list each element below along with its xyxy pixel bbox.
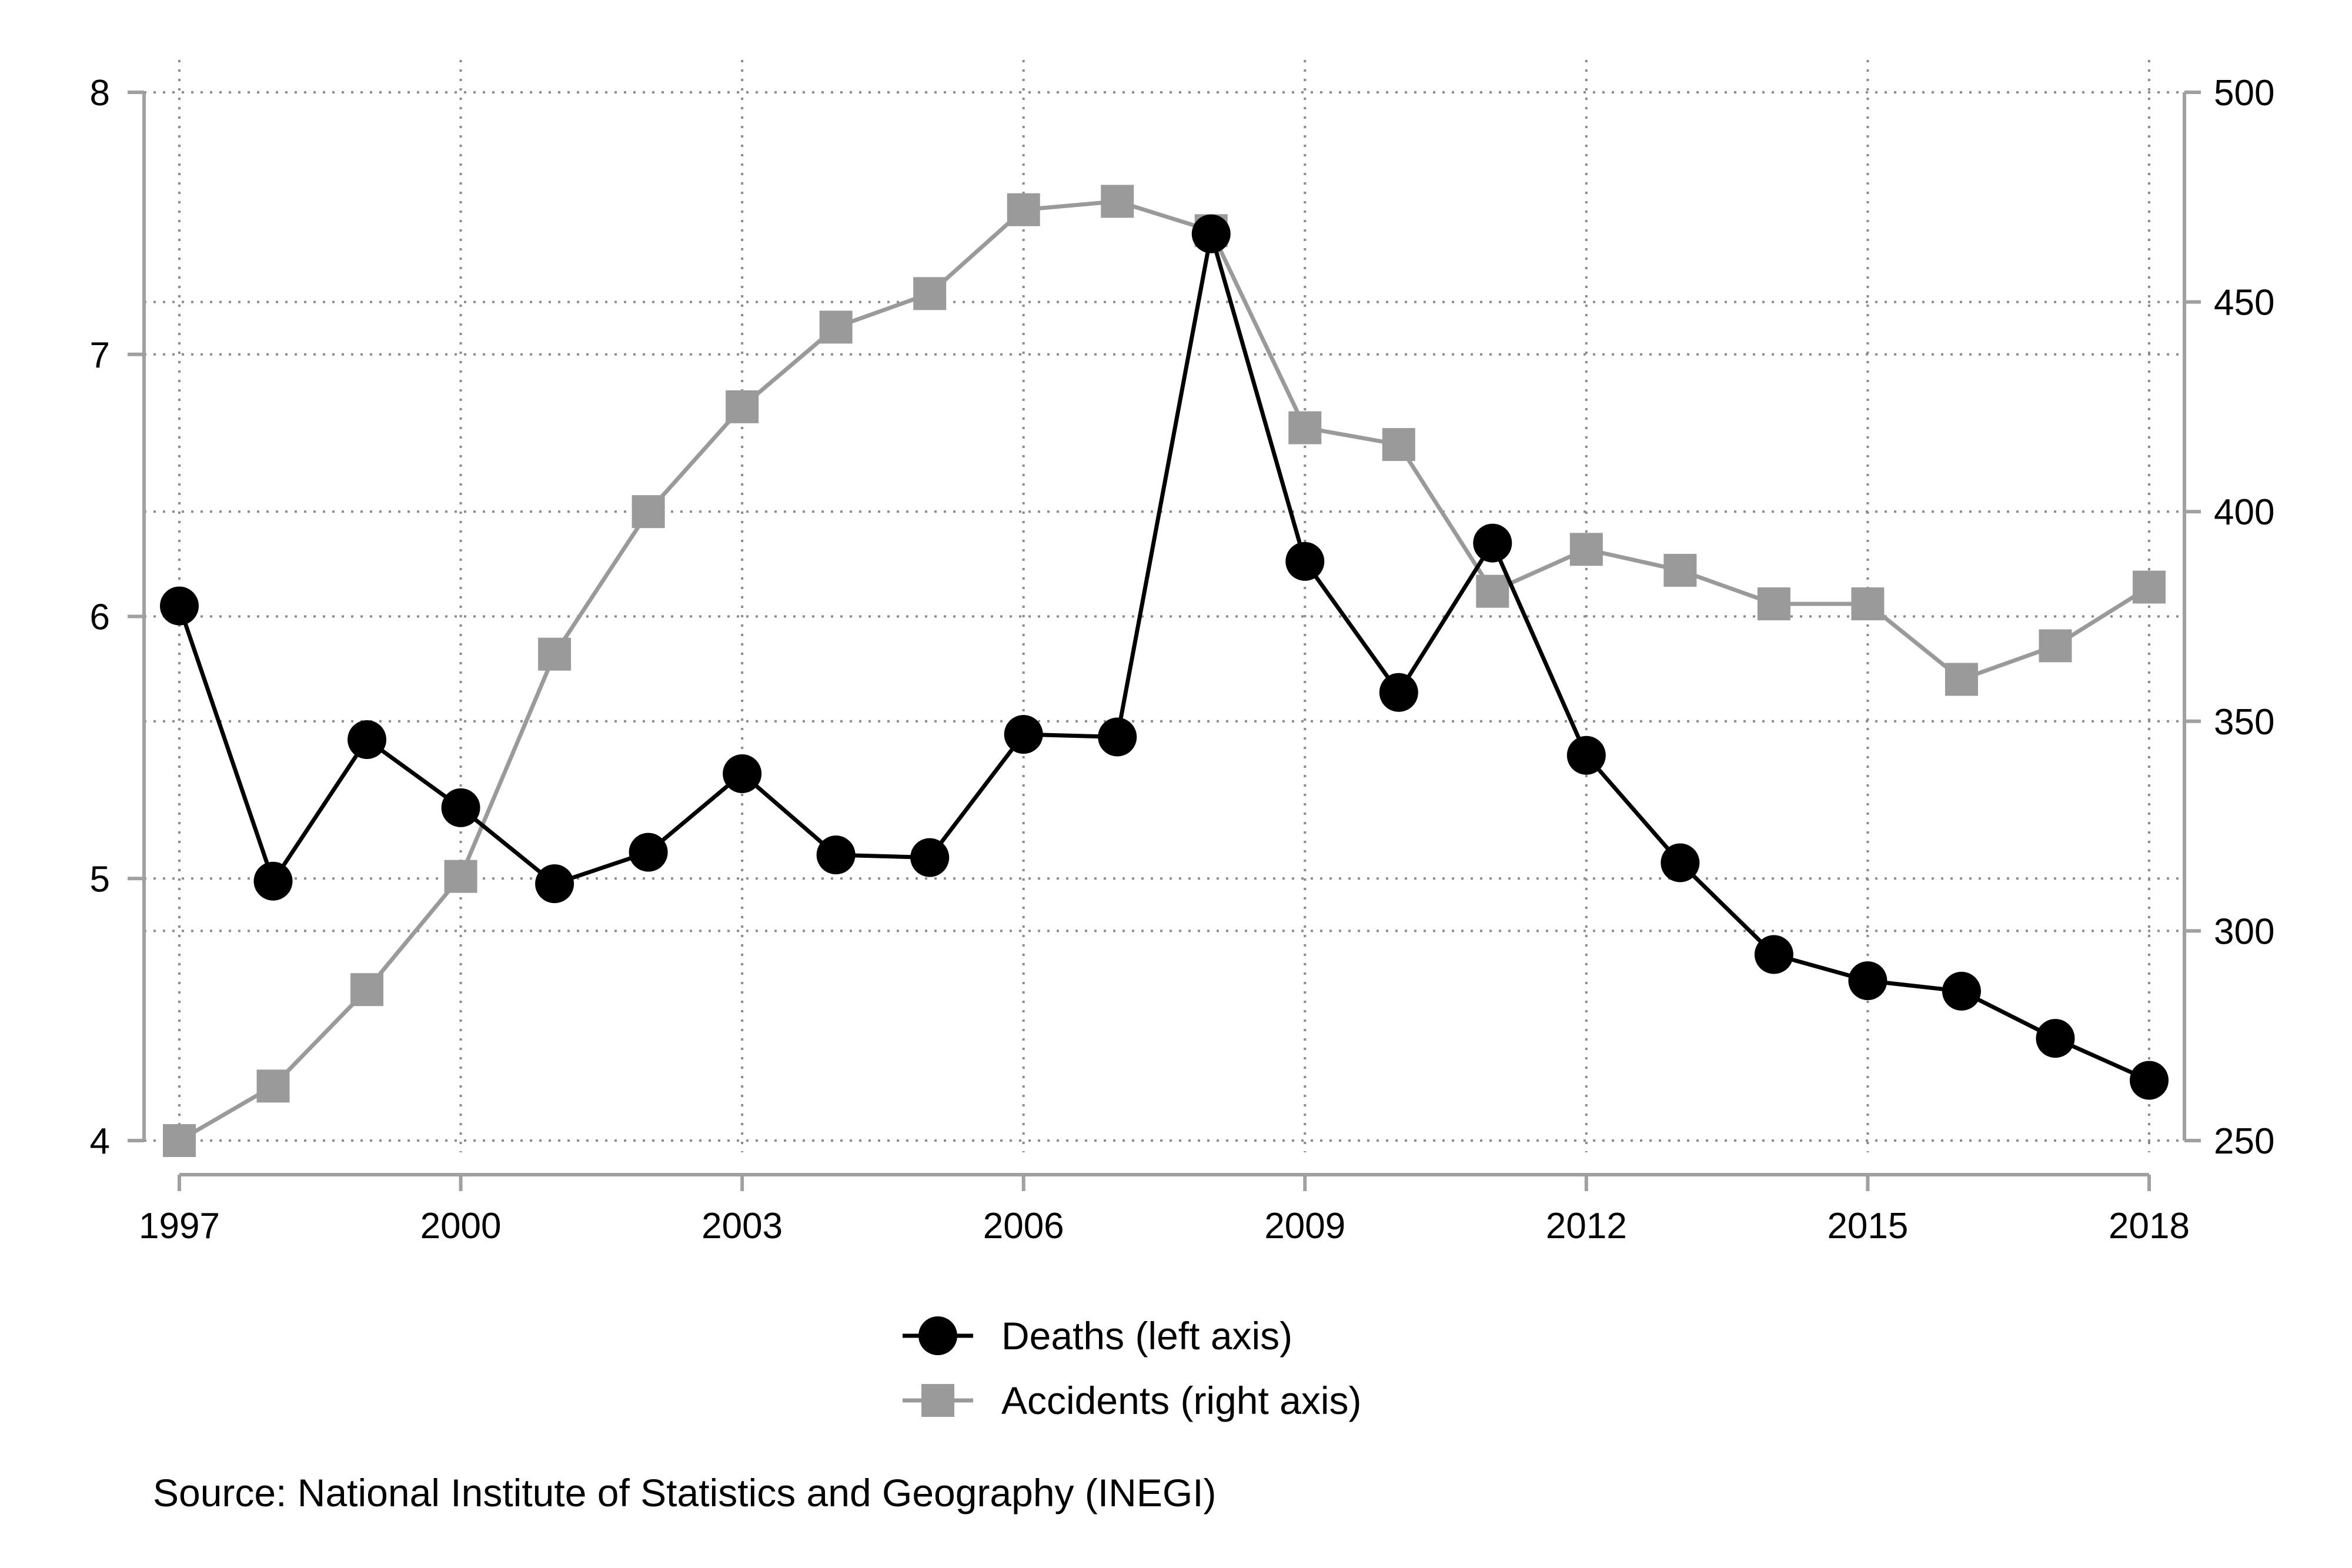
deaths-point-2001 — [535, 864, 574, 904]
accidents-point-2014 — [1757, 587, 1790, 621]
legend: Deaths (left axis) Accidents (right axis) — [903, 1314, 1362, 1422]
accidents-point-2013 — [1663, 554, 1697, 587]
deaths-point-1999 — [348, 720, 387, 760]
deaths-point-1997 — [160, 586, 199, 626]
legend-item-deaths: Deaths (left axis) — [903, 1314, 1292, 1358]
deaths-point-2015 — [1848, 961, 1887, 1001]
deaths-point-2010 — [1379, 673, 1418, 712]
accidents-point-2000 — [444, 860, 477, 893]
legend-marker-deaths — [918, 1316, 957, 1355]
deaths-point-2000 — [441, 788, 480, 827]
accidents-point-2011 — [1476, 574, 1509, 608]
source-note: Source: National Institute of Statistics… — [153, 1471, 1217, 1514]
y-left-tick-label: 4 — [90, 1121, 110, 1162]
deaths-point-2009 — [1285, 541, 1325, 581]
accidents-point-2005 — [913, 277, 947, 310]
accidents-point-2004 — [819, 310, 853, 344]
y-right-tick-label: 350 — [2214, 702, 2274, 743]
x-tick-label: 1997 — [139, 1206, 220, 1246]
accidents-point-2009 — [1288, 411, 1322, 444]
deaths-point-1998 — [253, 861, 293, 901]
x-tick-label: 2009 — [1264, 1206, 1345, 1246]
y-right-tick-label: 500 — [2214, 73, 2274, 113]
deaths-point-2014 — [1754, 935, 1793, 974]
accidents-point-1998 — [256, 1069, 290, 1103]
series-layer — [160, 185, 2169, 1157]
y-left-tick-label: 5 — [90, 859, 110, 900]
y-right-tick-label: 400 — [2214, 492, 2274, 533]
accidents-point-2018 — [2133, 570, 2166, 604]
y-left-tick-label: 8 — [90, 73, 110, 113]
accidents-point-2012 — [1569, 533, 1603, 566]
accidents-point-2001 — [538, 637, 572, 671]
deaths-point-2006 — [1004, 715, 1043, 754]
y-right-tick-label: 450 — [2214, 283, 2274, 323]
legend-label-deaths: Deaths (left axis) — [1001, 1314, 1292, 1358]
deaths-point-2007 — [1098, 717, 1137, 757]
legend-item-accidents: Accidents (right axis) — [903, 1379, 1362, 1422]
deaths-point-2016 — [1942, 971, 1981, 1011]
x-tick-label: 2006 — [983, 1206, 1064, 1246]
deaths-point-2003 — [723, 754, 762, 793]
accidents-point-2007 — [1101, 185, 1134, 218]
y-left-tick-label: 7 — [90, 335, 110, 376]
x-tick-label: 2018 — [2109, 1206, 2190, 1246]
deaths-point-2011 — [1473, 523, 1512, 563]
legend-label-accidents: Accidents (right axis) — [1001, 1379, 1362, 1422]
accidents-point-2010 — [1382, 428, 1415, 462]
deaths-point-2004 — [816, 835, 856, 875]
accidents-point-2016 — [1945, 663, 1978, 696]
legend-marker-accidents — [921, 1384, 954, 1417]
accidents-point-1997 — [163, 1124, 196, 1157]
series-line-deaths — [177, 232, 2150, 1082]
y-right-tick-label: 300 — [2214, 911, 2274, 952]
deaths-point-2012 — [1566, 735, 1606, 775]
axes: 4 5 6 7 8 250 300 350 400 450 500 1997 2000 2003 2006 2… — [90, 73, 2275, 1246]
series-deaths — [160, 214, 2169, 1100]
deaths-point-2005 — [910, 838, 950, 877]
deaths-point-2017 — [2036, 1019, 2075, 1058]
x-tick-label: 2003 — [701, 1206, 783, 1246]
deaths-point-2008 — [1191, 214, 1231, 253]
accidents-point-2006 — [1007, 193, 1040, 226]
x-tick-label: 2000 — [420, 1206, 502, 1246]
accidents-point-2003 — [726, 390, 759, 423]
y-left-tick-label: 6 — [90, 597, 110, 638]
series-line-accidents — [178, 199, 2150, 1143]
deaths-point-2002 — [629, 833, 668, 872]
x-tick-label: 2015 — [1827, 1206, 1908, 1246]
x-tick-label: 2012 — [1546, 1206, 1627, 1246]
y-right-tick-label: 250 — [2214, 1121, 2274, 1162]
deaths-point-2018 — [2130, 1061, 2169, 1100]
accidents-point-1999 — [350, 973, 384, 1007]
accidents-point-2002 — [632, 495, 665, 529]
accidents-point-2015 — [1851, 587, 1885, 621]
accidents-point-2017 — [2039, 629, 2072, 663]
deaths-point-2013 — [1661, 843, 1700, 882]
